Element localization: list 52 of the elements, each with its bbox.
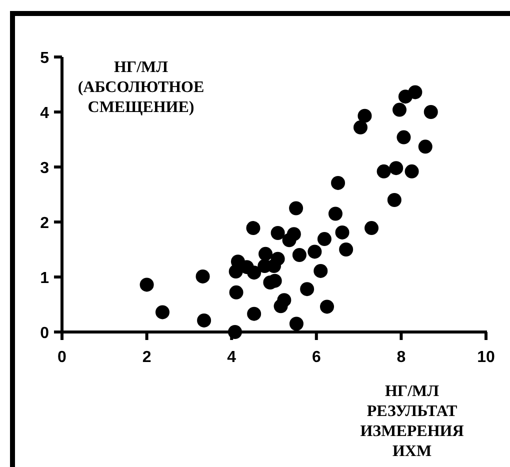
point [376,164,391,178]
y-tick-label: 4 [40,105,50,122]
point [286,227,301,242]
y-tick-label: 3 [40,160,50,177]
x-tick-label: 2 [142,349,152,366]
point [258,246,273,261]
point [229,285,244,300]
point [331,176,346,190]
point [292,248,306,262]
y-tick-label: 5 [40,50,50,67]
y-tick-label: 2 [40,215,50,232]
point [418,140,432,154]
point [140,278,154,292]
x-axis-title: НГ/МЛ РЕЗУЛЬТАТ ИЗМЕРЕНИЯ ИХМ [360,383,464,460]
x-tick-label: 10 [477,349,495,366]
x-tick-label: 6 [312,349,321,366]
point [314,264,328,278]
point [392,102,407,117]
point [196,269,210,284]
point [320,300,334,314]
point [396,130,411,144]
x-tick-label: 0 [58,349,67,366]
y-axis-title: НГ/МЛ (АБСОЛЮТНОЕ СМЕЩЕНИЕ) [78,59,204,116]
point [317,232,332,246]
point [289,201,304,216]
point [246,221,260,236]
y-tick-label: 0 [40,325,50,342]
point [308,244,322,259]
point [389,161,404,176]
point [328,206,342,221]
point [404,164,419,178]
point [270,226,285,240]
point [353,120,368,134]
point [289,316,304,331]
point [247,306,262,321]
y-tick-label: 1 [40,270,50,287]
point [387,193,402,207]
point [408,85,422,100]
point [228,325,242,339]
point [270,252,285,266]
point [277,293,292,308]
point [339,242,354,256]
x-tick-label: 8 [396,349,406,366]
point [364,221,379,236]
point [247,266,262,280]
point [335,225,350,240]
x-tick-label: 4 [227,349,236,366]
point [424,105,438,119]
point [155,305,170,320]
point [358,108,372,123]
point [300,282,314,296]
point [197,313,212,328]
